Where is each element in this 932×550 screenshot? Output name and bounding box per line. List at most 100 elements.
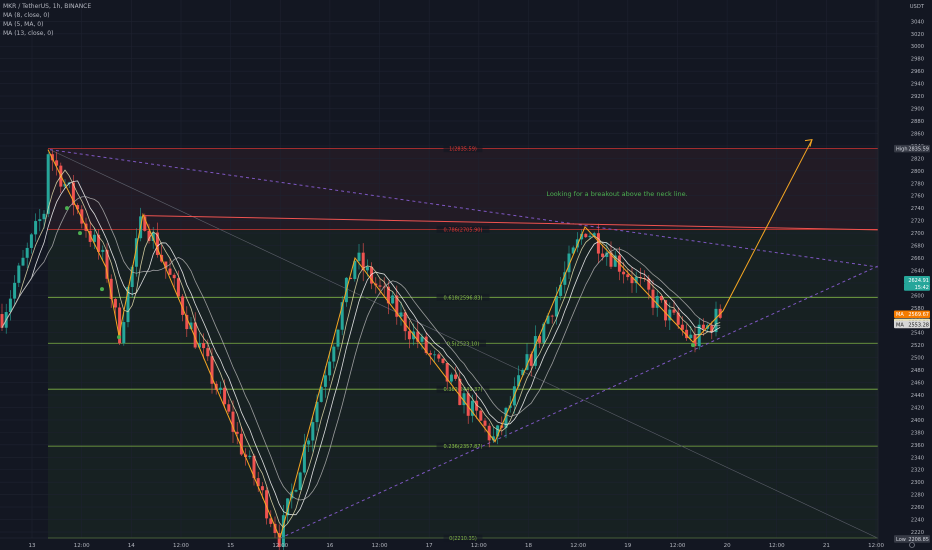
candle-body (155, 232, 159, 255)
candle-body (370, 266, 374, 284)
candle-body (218, 387, 222, 390)
candle-body (210, 356, 214, 384)
price-tick-label: 2480 (911, 368, 924, 374)
candle-body (613, 255, 617, 267)
price-tick-label: 2720 (911, 219, 924, 225)
candle-body (685, 329, 689, 339)
candle-body (34, 221, 38, 235)
candle-body (496, 425, 500, 437)
candle-body (328, 361, 332, 376)
price-tick-label: 2580 (911, 306, 924, 312)
candle-body (416, 331, 420, 342)
settings-icon[interactable] (909, 542, 915, 548)
candle-body (626, 274, 630, 278)
price-tag-bg (894, 320, 930, 329)
candle-body (580, 233, 584, 240)
candle-body (378, 285, 382, 287)
candle-body (588, 235, 592, 238)
pivot-marker (65, 206, 69, 211)
candle-body (340, 302, 344, 330)
time-tick-label: 17 (426, 543, 433, 549)
projection-arrow (804, 139, 813, 147)
price-tick-label: 2440 (911, 393, 924, 399)
time-tick-label: 16 (326, 543, 333, 549)
candle-body (664, 300, 668, 321)
neck-line (142, 215, 886, 231)
candle-body (479, 410, 483, 421)
candle-body (437, 354, 441, 359)
candle-body (294, 489, 298, 492)
price-tick-label: 2540 (911, 331, 924, 337)
candle-body (231, 411, 235, 432)
candle-body (470, 400, 474, 416)
fib-label-bg (436, 385, 490, 393)
time-tick-label: 15 (227, 543, 234, 549)
candle-body (97, 234, 101, 252)
ma-13-line (1, 196, 721, 501)
candle-body (113, 298, 117, 308)
time-tick-label: 13 (29, 543, 36, 549)
price-tag: High 2835.59 (894, 144, 930, 153)
candle-body (88, 230, 92, 242)
zigzag-pattern (47, 139, 813, 540)
candle-body (676, 312, 680, 325)
candle-body (235, 431, 239, 434)
candle-body (63, 183, 67, 187)
price-tick-label: 3040 (911, 19, 924, 25)
fib-label: 0.382(2449.37) (444, 387, 483, 393)
candle-body (407, 331, 411, 340)
candle-body (193, 322, 197, 348)
fib-label: 0.5(2523.10) (447, 341, 480, 347)
price-tick-label: 2420 (911, 405, 924, 411)
price-tick-label: 2740 (911, 206, 924, 212)
pivot-marker (100, 287, 104, 292)
candle-body (143, 216, 147, 231)
candle-body (134, 238, 138, 267)
candle-body (466, 393, 470, 416)
fib-label-bg (436, 225, 490, 233)
candle-body (21, 257, 25, 266)
candle-body (571, 247, 575, 254)
price-tag-label: MA (896, 322, 904, 328)
candle-body (256, 478, 260, 487)
candle-body (260, 486, 264, 491)
price-tag: MA 2569.67 (894, 310, 930, 318)
candle-body (433, 354, 437, 356)
candle-body (424, 336, 428, 354)
price-tick-label: 2680 (911, 244, 924, 250)
fib-label-bg (436, 442, 490, 450)
price-tick-label: 2240 (911, 518, 924, 524)
candle-body (273, 523, 277, 534)
price-tag-label: MA (896, 312, 904, 318)
candle-body (605, 252, 609, 257)
candle-body (559, 284, 563, 296)
price-tick-label: 2880 (911, 119, 924, 125)
price-tick-label: 2220 (911, 530, 924, 536)
candle-body (441, 358, 445, 363)
price-tick-label: 3020 (911, 32, 924, 38)
candle-body (689, 334, 693, 339)
candle-body (647, 278, 651, 290)
candle-body (517, 375, 521, 387)
price-tick-label: 2760 (911, 194, 924, 200)
candle-body (714, 308, 718, 333)
time-tick-label: 12:00 (74, 543, 90, 549)
candle-body (164, 261, 168, 269)
candle-body (525, 354, 529, 370)
time-tick-label: 12:00 (769, 543, 785, 549)
candle-body (227, 404, 231, 412)
candle-body (17, 265, 21, 283)
candle-body (710, 325, 714, 333)
candle-body (336, 329, 340, 347)
candle-body (462, 393, 466, 406)
price-tag-value: 2208.85 (908, 537, 929, 543)
candle-body (46, 154, 50, 214)
fib-label: 0.236(2357.87) (444, 444, 483, 450)
chart-annotation: Looking for a breakout above the neck li… (546, 190, 687, 198)
price-tag-bg (904, 283, 930, 291)
candle-body (458, 378, 462, 406)
price-tick-label: 2260 (911, 505, 924, 511)
grid (0, 0, 878, 538)
candle-body (311, 422, 315, 441)
